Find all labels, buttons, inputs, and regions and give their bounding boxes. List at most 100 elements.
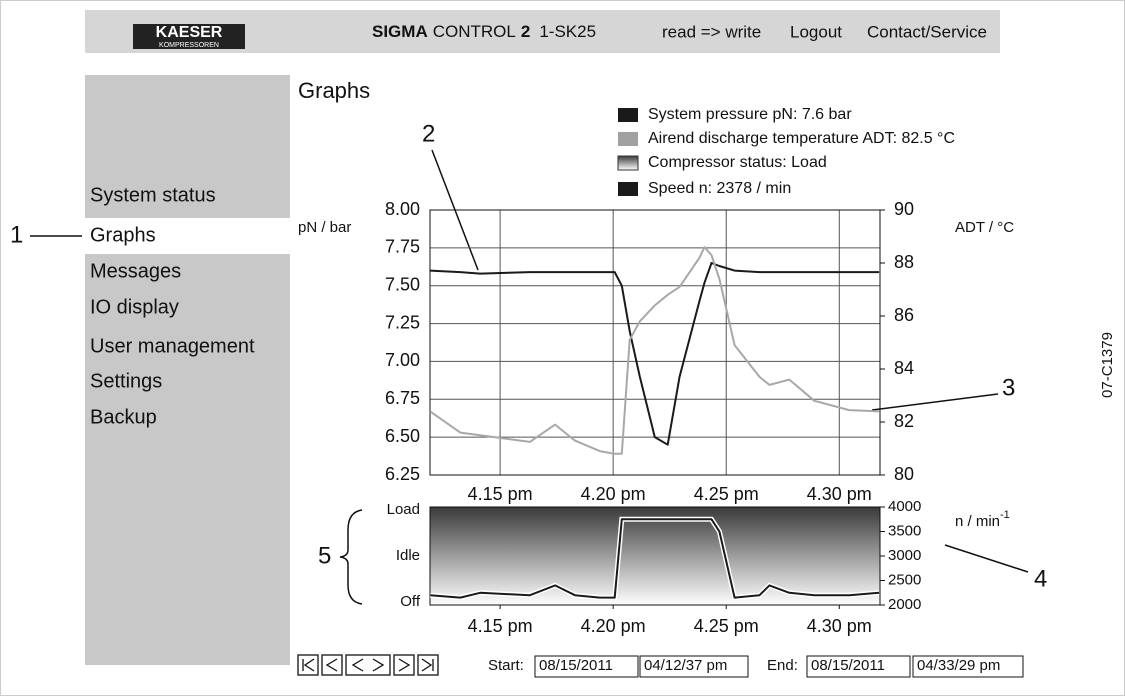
product: SIGMA CONTROL 2 1-SK25 — [372, 22, 596, 41]
nav-buttons[interactable] — [297, 654, 439, 676]
y2-tick-label: 90 — [894, 199, 914, 219]
x-tick-label: 4.25 pm — [694, 616, 759, 636]
y-tick-label: 6.25 — [385, 464, 420, 484]
product-b: CONTROL — [433, 22, 516, 41]
legend-swatch — [618, 108, 638, 122]
y2-tick-label: 84 — [894, 358, 914, 378]
menu-item[interactable]: Settings — [90, 370, 162, 392]
y-tick-label: 3500 — [888, 522, 921, 539]
y-tick-label: 6.75 — [385, 388, 420, 408]
y-tick-label: 3000 — [888, 547, 921, 564]
legend-label: Airend discharge temperature ADT: 82.5 °… — [648, 130, 955, 147]
nav-button[interactable] — [321, 654, 343, 676]
legend-swatch — [617, 155, 639, 171]
unit: n / min — [955, 513, 1000, 530]
menu-item[interactable]: IO display — [90, 296, 179, 318]
logo-box — [133, 24, 245, 49]
plot-border — [429, 506, 881, 606]
callout: 4 — [1034, 565, 1047, 592]
menu-item[interactable]: Messages — [90, 260, 181, 282]
y-tick-label: 7.25 — [385, 312, 420, 332]
input[interactable] — [534, 655, 639, 678]
y2-tick-label: 86 — [894, 305, 914, 325]
status-background — [430, 507, 880, 605]
logo: KAESER — [156, 24, 223, 41]
y-axis-label: n / min-1 — [955, 509, 1010, 530]
callout: 2 — [422, 120, 435, 147]
y-tick-label: 2500 — [888, 571, 921, 588]
icon — [398, 658, 411, 672]
status-label: Idle — [396, 547, 420, 564]
brace — [339, 509, 363, 605]
legend-swatch — [618, 132, 638, 146]
y-tick-label: 8.00 — [385, 199, 420, 219]
menu-item[interactable]: Backup — [90, 406, 157, 428]
x-tick-label: 4.30 pm — [807, 484, 872, 504]
input[interactable] — [806, 655, 911, 678]
sidebar — [85, 254, 290, 665]
nav-button[interactable] — [393, 654, 415, 676]
callout-line — [944, 544, 1029, 573]
callout: 1 — [10, 221, 23, 248]
y-tick-label: 6.50 — [385, 426, 420, 446]
nav-button[interactable] — [345, 654, 391, 676]
status-label: Off — [400, 593, 421, 610]
icon — [325, 658, 338, 672]
menu-item[interactable]: Graphs — [90, 224, 156, 246]
icon — [421, 658, 434, 672]
y-tick-label: 7.00 — [385, 350, 420, 370]
callout: 5 — [318, 542, 331, 569]
menu-item[interactable]: System status — [90, 184, 216, 206]
series-line — [429, 246, 880, 455]
link[interactable]: Contact/Service — [867, 22, 987, 41]
y-axis-label: pN / bar — [298, 219, 351, 236]
legend-label: System pressure pN: 7.6 bar — [648, 106, 852, 123]
y2-tick-label: 88 — [894, 252, 914, 272]
start-time[interactable]: 04/12/37 pm — [644, 657, 727, 674]
end-date[interactable]: 08/15/2011 — [811, 657, 885, 674]
start-date[interactable]: 08/15/2011 — [539, 657, 613, 674]
callout: 3 — [1002, 374, 1015, 401]
input[interactable] — [912, 655, 1024, 678]
product-a: SIGMA — [372, 22, 428, 41]
x-tick-label: 4.25 pm — [694, 484, 759, 504]
start-label: Start: — [488, 657, 524, 674]
x-tick-label: 4.30 pm — [807, 616, 872, 636]
plot-border — [429, 209, 881, 476]
y-tick-label: 7.75 — [385, 237, 420, 257]
y-tick-label: 7.50 — [385, 274, 420, 294]
status-label: Load — [387, 501, 420, 518]
icon — [302, 658, 315, 672]
y-tick-label: 4000 — [888, 498, 921, 515]
y2-tick-label: 80 — [894, 464, 914, 484]
legend-swatch — [618, 182, 638, 196]
input[interactable] — [639, 655, 749, 678]
x-tick-label: 4.15 pm — [468, 616, 533, 636]
nav-button[interactable] — [297, 654, 319, 676]
legend-label: Speed n: 2378 / min — [648, 180, 791, 197]
page-title: Graphs — [298, 78, 370, 103]
y-tick-label: 2000 — [888, 596, 921, 613]
unit-sup: -1 — [1000, 509, 1010, 521]
sidebar — [85, 75, 290, 218]
figure-id: 07-C1379 — [1099, 332, 1116, 398]
end-time[interactable]: 04/33/29 pm — [917, 657, 1000, 674]
x-tick-label: 4.15 pm — [468, 484, 533, 504]
x-tick-label: 4.20 pm — [581, 616, 646, 636]
link[interactable]: read => write — [662, 22, 761, 41]
callout-line — [871, 393, 999, 411]
product-c: 2 — [521, 22, 530, 41]
link[interactable]: Logout — [790, 22, 842, 41]
end-label: End: — [767, 657, 798, 674]
icon — [351, 658, 385, 672]
y2-axis-label: ADT / °C — [955, 219, 1014, 236]
legend-label: Compressor status: Load — [648, 154, 827, 171]
nav-button[interactable] — [417, 654, 439, 676]
series-line — [430, 262, 880, 446]
series-line — [430, 518, 880, 599]
x-tick-label: 4.20 pm — [581, 484, 646, 504]
model: 1-SK25 — [539, 22, 596, 41]
menu-item[interactable]: User management — [90, 335, 255, 357]
logo-sub: KOMPRESSOREN — [159, 42, 219, 49]
